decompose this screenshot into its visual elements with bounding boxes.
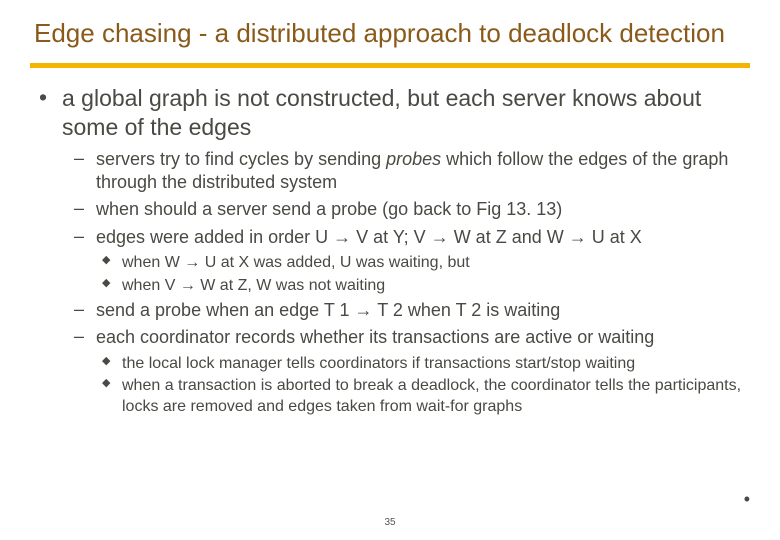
stray-bullet-icon: •	[744, 489, 750, 510]
bullet-level2: – servers try to find cycles by sending …	[74, 148, 746, 195]
bullet-level3: ◆ when V → W at Z, W was not waiting	[102, 276, 746, 297]
diamond-icon: ◆	[102, 253, 114, 274]
diamond-icon: ◆	[102, 276, 114, 297]
bullet-level3: ◆ when a transaction is aborted to break…	[102, 376, 746, 418]
bullet-text: edges were added in order U → V at Y; V …	[96, 226, 642, 249]
slide: Edge chasing - a distributed approach to…	[0, 0, 780, 540]
dash-icon: –	[74, 148, 88, 195]
dash-icon: –	[74, 299, 88, 322]
subsublist: ◆ the local lock manager tells coordinat…	[102, 354, 746, 418]
bullet-text: when should a server send a probe (go ba…	[96, 198, 562, 221]
subsublist: ◆ when W → U at X was added, U was waiti…	[102, 253, 746, 297]
bullet-level1: • a global graph is not constructed, but…	[34, 84, 746, 142]
text-part: servers try to find cycles by sending	[96, 149, 386, 169]
bullet-level3: ◆ when W → U at X was added, U was waiti…	[102, 253, 746, 274]
bullet-dot-icon: •	[34, 84, 52, 142]
bullet-text: servers try to find cycles by sending pr…	[96, 148, 746, 195]
dash-icon: –	[74, 226, 88, 249]
bullet-text: when V → W at Z, W was not waiting	[122, 276, 385, 297]
page-number: 35	[0, 517, 780, 528]
bullet-text: each coordinator records whether its tra…	[96, 326, 654, 349]
bullet-level3: ◆ the local lock manager tells coordinat…	[102, 354, 746, 375]
bullet-text: when a transaction is aborted to break a…	[122, 376, 746, 418]
bullet-level2: – edges were added in order U → V at Y; …	[74, 226, 746, 249]
diamond-icon: ◆	[102, 376, 114, 418]
bullet-level2: – send a probe when an edge T 1 → T 2 wh…	[74, 299, 746, 322]
diamond-icon: ◆	[102, 354, 114, 375]
bullet-text: a global graph is not constructed, but e…	[62, 84, 746, 142]
dash-icon: –	[74, 198, 88, 221]
dash-icon: –	[74, 326, 88, 349]
bullet-level2: – each coordinator records whether its t…	[74, 326, 746, 349]
slide-title: Edge chasing - a distributed approach to…	[34, 18, 750, 49]
bullet-text: when W → U at X was added, U was waiting…	[122, 253, 470, 274]
sublist: – servers try to find cycles by sending …	[74, 148, 746, 418]
italic-word: probes	[386, 149, 441, 169]
bullet-text: the local lock manager tells coordinator…	[122, 354, 635, 375]
bullet-text: send a probe when an edge T 1 → T 2 when…	[96, 299, 560, 322]
title-block: Edge chasing - a distributed approach to…	[0, 0, 780, 57]
content-area: • a global graph is not constructed, but…	[0, 68, 780, 418]
bullet-level2: – when should a server send a probe (go …	[74, 198, 746, 221]
